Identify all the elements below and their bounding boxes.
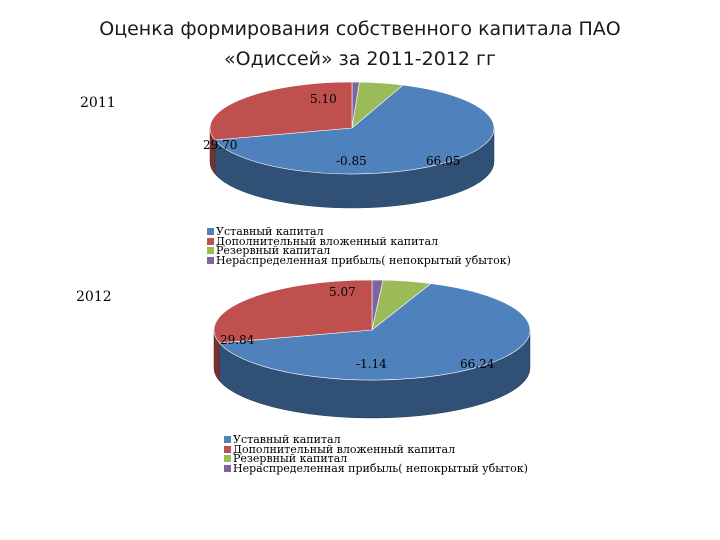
chart-year-label: 2012 (76, 289, 112, 305)
title-line-2: «Одиссей» за 2011-2012 гг (223, 48, 496, 70)
legend: Уставный капитал Дополнительный вложенны… (207, 225, 511, 267)
data-label-retained: -1.14 (356, 357, 387, 371)
title-line-1: Оценка формирования собственного капитал… (99, 18, 621, 40)
pie-2012-svg (213, 279, 531, 419)
legend-swatch (207, 247, 214, 255)
legend-swatch (224, 445, 231, 453)
legend-item: Нераспределенная прибыль( непокрытый убы… (224, 461, 528, 475)
legend-label: Дополнительный вложенный капитал (233, 442, 456, 456)
pie-chart-2012: 2012 5.07 29.84 -1.14 66.24 Уставный кап… (0, 275, 720, 535)
data-label-reserve: 5.07 (329, 285, 356, 299)
legend-item: Уставный капитал (207, 225, 511, 238)
legend-label: Нераспределенная прибыль( непокрытый убы… (233, 461, 528, 475)
legend-swatch (224, 436, 231, 444)
legend-item: Резервный капитал (224, 452, 528, 465)
legend-item: Резервный капитал (207, 244, 511, 257)
legend-item: Уставный капитал (224, 433, 528, 446)
legend-label: Резервный капитал (233, 452, 348, 465)
chart-year-label: 2011 (80, 95, 116, 111)
data-label-retained: -0.85 (336, 154, 367, 168)
legend-item: Дополнительный вложенный капитал (224, 442, 528, 456)
legend: Уставный капитал Дополнительный вложенны… (224, 433, 528, 475)
data-label-additional: 29.84 (220, 333, 255, 347)
legend-swatch (207, 256, 214, 264)
data-label-charter: 66.24 (460, 357, 495, 371)
legend-swatch (207, 237, 214, 245)
data-label-charter: 66.05 (426, 154, 461, 168)
pie-slice-additional (213, 279, 373, 344)
legend-swatch (207, 228, 214, 236)
pie-2011-group (209, 81, 495, 209)
legend-item: Нераспределенная прибыль( непокрытый убы… (207, 253, 511, 267)
pie-2012-group (213, 279, 531, 419)
legend-label: Дополнительный вложенный капитал (216, 234, 439, 248)
legend-label: Уставный капитал (233, 433, 341, 446)
data-label-additional: 29.70 (203, 138, 238, 152)
page-title: Оценка формирования собственного капитал… (0, 14, 720, 74)
legend-swatch (224, 455, 231, 463)
pie-chart-2011: 2011 5.10 29.70 -0.85 66.05 Уставный кап… (0, 80, 720, 340)
legend-label: Нераспределенная прибыль( непокрытый убы… (216, 253, 511, 267)
pie-2011-svg (209, 81, 495, 209)
legend-swatch (224, 464, 231, 472)
legend-label: Резервный капитал (216, 244, 331, 257)
data-label-reserve: 5.10 (310, 92, 337, 106)
legend-item: Дополнительный вложенный капитал (207, 234, 511, 248)
pie-slice-additional (209, 81, 353, 141)
pie-slice-charter (218, 283, 531, 381)
legend-label: Уставный капитал (216, 225, 324, 238)
pie-slice-charter (214, 84, 495, 175)
